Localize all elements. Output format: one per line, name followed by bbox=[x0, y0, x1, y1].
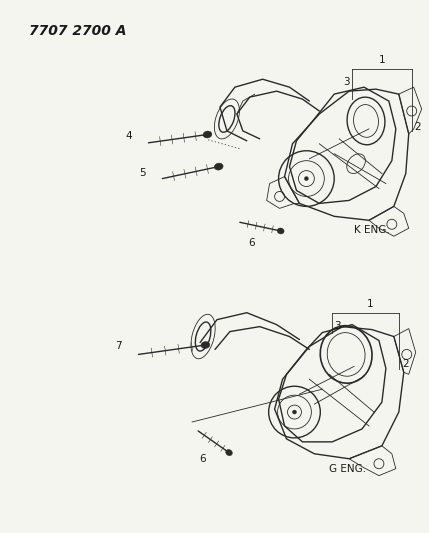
Ellipse shape bbox=[277, 228, 284, 234]
Text: K ENG.: K ENG. bbox=[354, 225, 390, 235]
Text: 3: 3 bbox=[334, 321, 341, 330]
Circle shape bbox=[305, 176, 308, 181]
Text: 6: 6 bbox=[199, 454, 205, 464]
Ellipse shape bbox=[214, 163, 223, 170]
Text: 4: 4 bbox=[125, 131, 132, 141]
Text: 6: 6 bbox=[248, 238, 255, 248]
Circle shape bbox=[293, 410, 296, 414]
Text: 1: 1 bbox=[379, 55, 385, 66]
Text: 5: 5 bbox=[139, 167, 146, 177]
Ellipse shape bbox=[203, 131, 212, 138]
Text: 2: 2 bbox=[415, 122, 421, 132]
Ellipse shape bbox=[201, 342, 210, 349]
Text: 2: 2 bbox=[402, 359, 408, 369]
Text: 1: 1 bbox=[367, 298, 374, 309]
Text: 7: 7 bbox=[115, 342, 122, 351]
Text: 7707 2700 A: 7707 2700 A bbox=[29, 23, 127, 38]
Text: 3: 3 bbox=[344, 77, 350, 87]
Text: G ENG.: G ENG. bbox=[329, 464, 366, 474]
Ellipse shape bbox=[226, 449, 233, 456]
